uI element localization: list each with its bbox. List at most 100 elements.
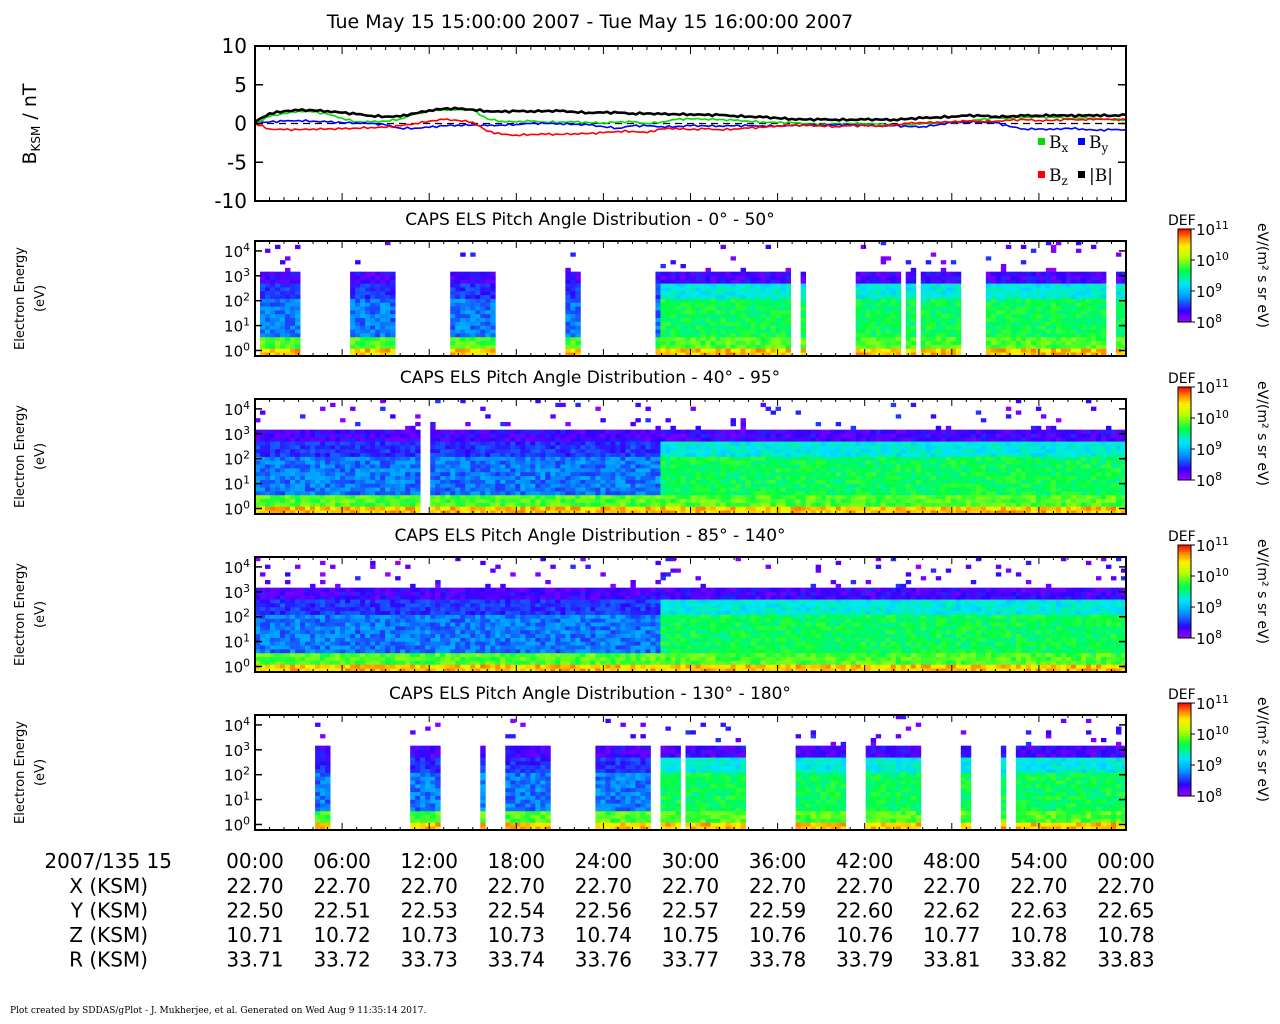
colorbar-segment [1178,233,1191,237]
ephemeris-row-label: Y (KSM) [70,899,148,923]
legend-label: |B| [1089,166,1113,186]
colorbar-segment [1178,575,1191,578]
colorbar-tick-label: 1011 [1196,377,1229,397]
time-tick-label: 42:00 [836,849,894,873]
colorbar-segment [1178,775,1191,778]
ephemeris-value: 22.70 [662,874,719,898]
ephemeris-value: 22.54 [488,899,545,923]
y-tick-label: 103 [224,266,250,286]
colorbar-segment [1178,593,1191,597]
colorbar-segment [1178,301,1191,304]
colorbar-segment [1178,447,1191,451]
colorbar-segment [1178,707,1191,711]
time-row-label: 2007/135 15 [44,849,172,873]
ephemeris-value: 10.78 [1010,923,1067,947]
colorbar-segment [1178,782,1191,785]
colorbar-tick-label: 108 [1196,470,1222,490]
colorbar-segment [1178,410,1191,413]
colorbar-segment [1178,475,1191,479]
colorbar-segment [1178,723,1191,727]
colorbar-tick-label: 109 [1196,755,1222,775]
ephemeris-row-label: R (KSM) [69,948,148,972]
time-tick-label: 48:00 [923,849,981,873]
panel-title: CAPS ELS Pitch Angle Distribution - 85° … [394,526,785,546]
colorbar-segment [1178,240,1191,244]
ephemeris-value: 22.56 [575,899,632,923]
legend-label: By [1089,133,1109,155]
colorbar-segment [1178,473,1191,476]
colorbar-segment [1178,249,1191,253]
time-tick-label: 24:00 [575,849,633,873]
ephemeris-value: 10.76 [836,923,893,947]
colorbar-segment [1178,449,1191,453]
colorbar: DEF 1011 1010 109 108 eV/(m² s sr eV) [1168,371,1270,490]
colorbar-segment [1178,772,1191,776]
series-line-magBmag [254,106,1127,124]
colorbar-segment [1178,310,1191,314]
colorbar-segment [1178,268,1191,272]
colorbar-segment [1178,461,1191,465]
legend-label: Bz [1049,166,1068,188]
colorbar-segment [1178,754,1191,757]
y-tick-label: 100 [224,498,250,518]
y-tick-label: 104 [224,399,250,419]
colorbar-segment [1178,728,1191,732]
ephemeris-value: 10.76 [749,923,806,947]
colorbar-segment [1178,273,1191,276]
colorbar-tick-label: 108 [1196,312,1222,332]
colorbar-segment [1178,551,1191,555]
y-tick-label: 100 [224,814,250,834]
colorbar-segment [1178,445,1191,448]
colorbar-frame [1177,228,1192,323]
ephemeris-value: 22.70 [1010,874,1067,898]
colorbar-segment [1178,584,1191,588]
colorbar-segment [1178,756,1191,760]
series-line-Bx [254,107,1127,127]
colorbar-segment [1178,747,1191,750]
colorbar-segment [1178,468,1191,472]
y-tick-label: 101 [224,632,250,652]
ephemeris-value: 33.73 [401,948,458,972]
y-tick-label: 101 [224,474,250,494]
colorbar-segment [1178,742,1191,746]
legend-label: Bx [1049,133,1069,155]
colorbar-segment [1178,266,1191,269]
ephemeris-row-label: Z (KSM) [69,923,148,947]
colorbar-segment [1178,317,1191,321]
ephemeris-value: 22.70 [488,874,545,898]
colorbar-segment [1178,256,1191,260]
colorbar-segment [1178,270,1191,274]
panel-y-label: Electron Energy (eV) [13,721,48,824]
y-tick-label: -5 [227,150,247,174]
colorbar-segment [1178,303,1191,307]
colorbar-segment [1178,238,1191,242]
colorbar-segment [1178,784,1191,788]
magnetic-field-y-label: BKSM / nT [19,83,43,164]
colorbar-tick-label: 109 [1196,439,1222,459]
colorbar-segment [1178,793,1191,797]
spectrogram-cells [315,715,1127,831]
y-tick-label: 102 [224,607,250,627]
panel-y-label: Electron Energy (eV) [13,247,48,350]
colorbar-segment [1178,407,1191,411]
colorbar-segment [1178,463,1191,467]
colorbar-segment [1178,294,1191,297]
y-tick-label: 103 [224,424,250,444]
ephemeris-value: 22.70 [226,874,283,898]
spectrogram-panel-2: CAPS ELS Pitch Angle Distribution - 40° … [13,368,1270,518]
colorbar-segment [1178,442,1191,446]
colorbar-segment [1178,719,1191,722]
colorbar-segment [1178,424,1191,427]
ephemeris-value: 22.65 [1097,899,1154,923]
colorbar-tick-label: 1010 [1196,250,1229,270]
ephemeris-value: 33.82 [1010,948,1067,972]
magnetic-field-series [254,106,1127,137]
colorbar-segment [1178,614,1191,618]
colorbar-segment [1178,763,1191,767]
colorbar-frame [1177,702,1192,797]
colorbar-segment [1178,786,1191,790]
colorbar-segment [1178,624,1191,627]
colorbar: DEF 1011 1010 109 108 eV/(m² s sr eV) [1168,687,1270,806]
colorbar-label: DEF [1168,213,1196,229]
